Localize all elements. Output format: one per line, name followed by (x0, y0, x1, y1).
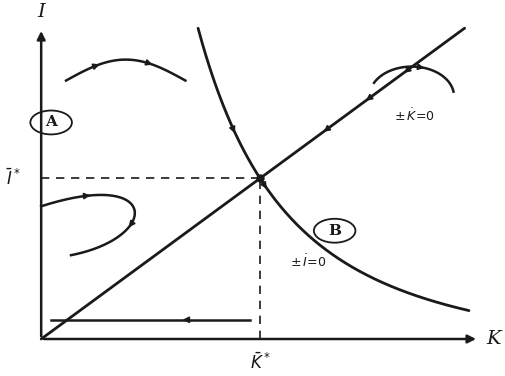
Text: I: I (37, 3, 45, 21)
Text: $\bar{K}^*$: $\bar{K}^*$ (249, 353, 271, 373)
Text: $\bar{I}^*$: $\bar{I}^*$ (7, 168, 21, 189)
Text: A: A (45, 115, 57, 129)
Text: $\pm\, \dot{K}\!=\!0$: $\pm\, \dot{K}\!=\!0$ (394, 107, 435, 124)
Text: K: K (486, 330, 501, 348)
Text: B: B (328, 224, 341, 238)
Text: $\pm\, \dot{I}\!=\!0$: $\pm\, \dot{I}\!=\!0$ (290, 254, 326, 270)
